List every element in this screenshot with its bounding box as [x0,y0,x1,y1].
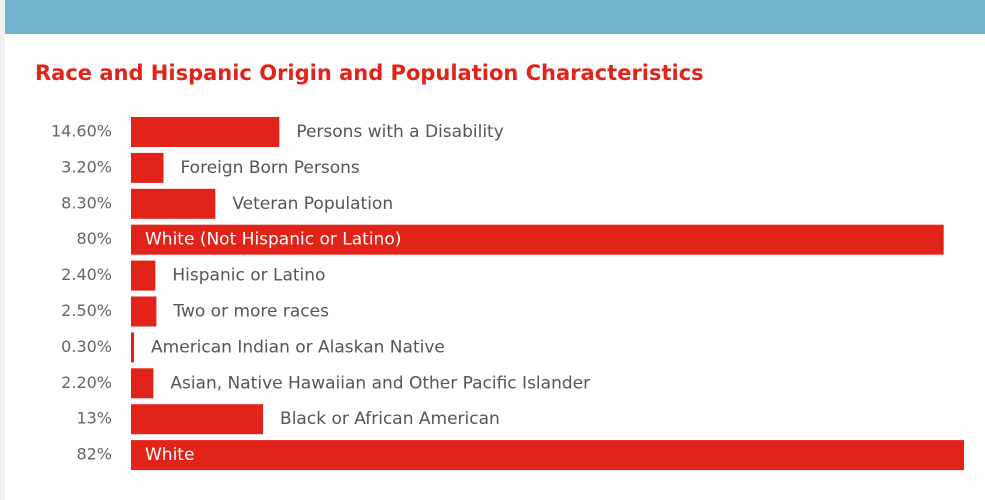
value-label: 2.20% [61,373,112,392]
value-label: 80% [76,229,112,248]
category-label: White (Not Hispanic or Latino) [145,230,401,250]
bar [131,332,135,363]
category-label: American Indian or Alaskan Native [151,337,445,357]
bar [131,117,280,147]
category-label: Foreign Born Persons [181,158,360,178]
bar [131,296,157,327]
bar [131,188,216,219]
value-label: 3.20% [61,157,112,176]
chart-title: Race and Hispanic Origin and Population … [35,61,704,85]
value-label: 14.60% [51,122,112,141]
bar [131,404,264,435]
bar [131,152,164,183]
bar [131,260,156,291]
bar [131,368,154,399]
value-label: 82% [76,445,112,464]
value-label: 8.30% [61,193,112,212]
category-label: Hispanic or Latino [172,266,325,286]
category-label: Veteran Population [232,194,393,214]
value-label: 13% [76,409,112,428]
header-band [5,0,985,34]
category-label: Persons with a Disability [296,122,503,142]
value-label: 2.40% [61,265,112,284]
category-label: White [145,445,194,465]
category-label: Black or African American [280,409,500,429]
category-label: Asian, Native Hawaiian and Other Pacific… [170,373,590,393]
bar [131,224,944,255]
bar [131,440,964,471]
value-label: 2.50% [61,301,112,320]
value-label: 0.30% [61,337,112,356]
category-label: Two or more races [172,302,329,322]
